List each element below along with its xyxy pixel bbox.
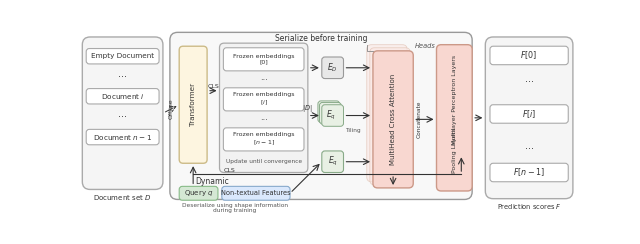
FancyBboxPatch shape	[490, 163, 568, 182]
FancyBboxPatch shape	[367, 45, 407, 182]
FancyBboxPatch shape	[223, 88, 304, 111]
Text: $F[n-1]$: $F[n-1]$	[513, 167, 545, 178]
Text: Document $n-1$: Document $n-1$	[93, 132, 152, 142]
Text: Multilayer Perceptron Layers: Multilayer Perceptron Layers	[452, 55, 457, 145]
FancyBboxPatch shape	[86, 49, 159, 64]
Text: Non-textual Features: Non-textual Features	[221, 190, 291, 196]
Text: ...: ...	[118, 109, 127, 119]
FancyBboxPatch shape	[83, 37, 163, 189]
FancyBboxPatch shape	[86, 129, 159, 145]
FancyBboxPatch shape	[222, 186, 290, 200]
Text: Query $q$: Query $q$	[184, 188, 213, 198]
FancyBboxPatch shape	[485, 37, 573, 199]
Text: Dynamic: Dynamic	[195, 177, 228, 186]
FancyBboxPatch shape	[179, 186, 218, 200]
Text: Prediction scores $F$: Prediction scores $F$	[497, 202, 561, 211]
Text: Transformer: Transformer	[190, 83, 196, 126]
Text: Frozen embeddings
[0]: Frozen embeddings [0]	[233, 54, 294, 65]
Text: $E_D$: $E_D$	[327, 61, 338, 74]
FancyBboxPatch shape	[436, 45, 472, 191]
FancyBboxPatch shape	[490, 46, 568, 65]
FancyBboxPatch shape	[179, 46, 207, 163]
Text: ...: ...	[525, 73, 534, 83]
FancyBboxPatch shape	[220, 43, 308, 173]
Text: ...: ...	[118, 69, 127, 79]
FancyBboxPatch shape	[322, 151, 344, 173]
Text: Serialize before training: Serialize before training	[275, 34, 367, 43]
Text: ...: ...	[525, 141, 534, 151]
FancyBboxPatch shape	[223, 128, 304, 151]
Text: Offline: Offline	[168, 98, 173, 119]
Text: Deserialize using shape information
during training: Deserialize using shape information duri…	[182, 203, 287, 213]
Text: $E_q$: $E_q$	[328, 155, 338, 168]
FancyBboxPatch shape	[490, 105, 568, 123]
FancyBboxPatch shape	[322, 57, 344, 79]
Text: Heads: Heads	[415, 43, 436, 49]
Text: Frozen embeddings
[$i$]: Frozen embeddings [$i$]	[233, 92, 294, 107]
Text: ...: ...	[260, 72, 268, 81]
FancyBboxPatch shape	[373, 51, 413, 188]
FancyBboxPatch shape	[319, 102, 341, 124]
Text: $E_q$: $E_q$	[326, 109, 336, 122]
FancyBboxPatch shape	[322, 105, 344, 126]
Text: Frozen embeddings
[$n-1$]: Frozen embeddings [$n-1$]	[233, 132, 294, 147]
Text: Document set $D$: Document set $D$	[93, 193, 152, 202]
FancyBboxPatch shape	[318, 101, 340, 122]
FancyBboxPatch shape	[170, 32, 472, 199]
Text: Pooling Layers: Pooling Layers	[452, 127, 457, 173]
Text: CLS: CLS	[223, 167, 235, 173]
Text: Concatenate: Concatenate	[417, 101, 421, 138]
Text: $|D|$: $|D|$	[302, 103, 312, 114]
FancyBboxPatch shape	[223, 48, 304, 71]
Text: CLS: CLS	[207, 84, 219, 89]
Text: $F[i]$: $F[i]$	[522, 108, 536, 120]
Text: Update until convergence: Update until convergence	[226, 159, 301, 164]
Text: MultiHead Cross Attention: MultiHead Cross Attention	[390, 74, 396, 165]
Text: Document $i$: Document $i$	[100, 92, 145, 101]
Text: Empty Document: Empty Document	[91, 53, 154, 59]
FancyBboxPatch shape	[86, 89, 159, 104]
FancyBboxPatch shape	[370, 48, 410, 185]
Text: Tiling: Tiling	[345, 128, 361, 133]
Text: $F[0]$: $F[0]$	[520, 50, 538, 61]
Text: ...: ...	[260, 113, 268, 122]
